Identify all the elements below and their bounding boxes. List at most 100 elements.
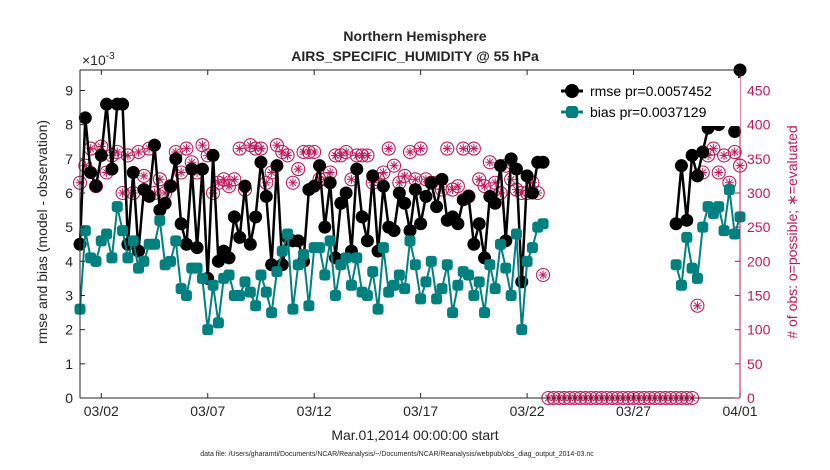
obs-evaluated-stroke (273, 141, 281, 149)
bias-point (149, 238, 161, 250)
rmse-point (376, 179, 390, 193)
obs-evaluated-stroke (135, 148, 143, 156)
obs-possible-marker (285, 175, 300, 190)
x-tick-label: 04/01 (722, 403, 757, 419)
rmse-point (403, 224, 417, 238)
rmse-point (690, 169, 704, 183)
rmse-point (291, 234, 305, 248)
obs-evaluated-marker (283, 150, 293, 160)
rmse-point (339, 186, 353, 200)
obs-evaluated-marker (692, 301, 702, 311)
rmse-point (387, 224, 401, 238)
bias-point (521, 255, 533, 267)
bias-point (207, 279, 219, 291)
obs-evaluated-stroke (278, 148, 286, 156)
y-tick-label-right: 400 (747, 117, 771, 133)
rmse-point (259, 189, 273, 203)
y-tick-label-right: 100 (747, 322, 771, 338)
obs-possible-marker (339, 144, 354, 160)
bias-point (367, 266, 379, 278)
y-tick-label-left: 2 (65, 322, 73, 338)
obs-possible-marker (397, 168, 412, 183)
y-tick-label-left: 9 (65, 83, 73, 99)
obs-possible-marker (402, 144, 418, 160)
rmse-point (211, 254, 225, 268)
rmse-point (243, 237, 257, 251)
bias-point (441, 259, 453, 271)
bias-point (260, 286, 272, 298)
y-tick-label-right: 200 (747, 253, 771, 269)
rmse-point (323, 176, 337, 190)
rmse-point (169, 152, 183, 166)
obs-evaluated-marker (293, 164, 303, 174)
bias-point (329, 290, 341, 301)
rmse-point (509, 162, 523, 176)
rmse-point (472, 217, 486, 231)
bias-point (250, 300, 262, 312)
y-tick-label-right: 250 (747, 219, 771, 235)
bias-point (516, 324, 528, 336)
bias-point (223, 269, 235, 281)
bias-point (697, 221, 709, 233)
obs-possible-marker (291, 162, 306, 177)
rmse-point (525, 186, 539, 200)
rmse-point (233, 230, 247, 244)
obs-evaluated-stroke (337, 151, 345, 159)
bias-point (106, 252, 118, 264)
obs-evaluated-marker (389, 161, 399, 171)
legend-box (555, 78, 740, 126)
y-tick-label-right: 50 (747, 356, 763, 372)
rmse-point (105, 162, 119, 176)
obs-possible-marker (232, 141, 247, 156)
obs-possible-marker (280, 148, 295, 163)
rmse-point (116, 97, 130, 111)
obs-evaluated-marker (272, 140, 282, 150)
obs-evaluated-marker (267, 168, 277, 177)
obs-evaluated-stroke (720, 151, 728, 159)
obs-evaluated-marker (708, 144, 718, 154)
obs-evaluated-stroke (411, 175, 419, 183)
obs-evaluated-marker (458, 144, 468, 154)
obs-evaluated-stroke (486, 158, 494, 166)
rmse-point (392, 186, 406, 200)
obs-evaluated-marker (714, 168, 724, 177)
rmse-point (408, 183, 422, 197)
obs-evaluated-stroke (390, 162, 398, 170)
bias-point (436, 283, 448, 295)
y-tick-label-right: 450 (747, 83, 771, 99)
obs-evaluated-marker (235, 144, 245, 154)
obs-evaluated-stroke (113, 148, 121, 156)
y-tick-label-right: 0 (747, 390, 755, 406)
bias-point (691, 272, 703, 284)
y-tick-label-right: 150 (747, 288, 771, 304)
obs-evaluated-stroke (715, 168, 723, 177)
bias-point (404, 235, 416, 247)
obs-evaluated-stroke (406, 148, 414, 156)
bias-point (276, 245, 288, 257)
obs-evaluated-marker (181, 144, 191, 154)
obs-evaluated-stroke (140, 172, 148, 180)
obs-evaluated-marker (134, 147, 144, 157)
obs-evaluated-marker (448, 185, 458, 195)
rmse-point (424, 176, 438, 190)
obs-evaluated-marker (362, 150, 372, 160)
obs-evaluated-marker (384, 144, 394, 154)
obs-evaluated-stroke (326, 168, 334, 177)
bias-point (463, 269, 475, 281)
bias-point (127, 235, 139, 247)
bias-point (191, 262, 203, 274)
obs-evaluated-marker (378, 168, 388, 177)
obs-evaluated-stroke (518, 189, 526, 197)
obs-evaluated-marker (309, 147, 319, 157)
obs-evaluated-marker (229, 174, 239, 184)
obs-evaluated-stroke (182, 145, 190, 153)
rmse-point (179, 237, 193, 251)
obs-evaluated-stroke (693, 302, 701, 310)
obs-possible-marker (716, 148, 732, 163)
bias-point (399, 283, 411, 295)
obs-evaluated-stroke (289, 179, 297, 187)
obs-possible-marker (711, 165, 726, 180)
bias-point (447, 307, 459, 319)
obs-evaluated-marker (219, 174, 229, 184)
legend-bias-marker (566, 106, 578, 118)
